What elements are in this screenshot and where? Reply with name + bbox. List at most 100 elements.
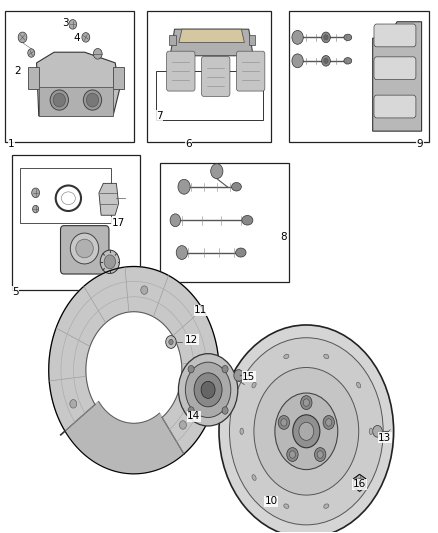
Circle shape xyxy=(170,214,180,227)
Circle shape xyxy=(100,250,120,273)
Circle shape xyxy=(188,407,194,414)
Circle shape xyxy=(303,399,309,406)
Bar xyxy=(170,35,176,45)
Text: 4: 4 xyxy=(74,33,81,43)
Circle shape xyxy=(32,205,39,213)
Ellipse shape xyxy=(61,192,75,205)
FancyBboxPatch shape xyxy=(374,95,416,118)
Ellipse shape xyxy=(344,34,352,41)
Circle shape xyxy=(180,421,187,429)
Circle shape xyxy=(169,340,173,345)
Circle shape xyxy=(18,32,27,43)
Text: 1: 1 xyxy=(8,139,15,149)
Circle shape xyxy=(188,366,194,373)
Ellipse shape xyxy=(242,215,253,225)
Circle shape xyxy=(178,354,238,426)
Circle shape xyxy=(230,338,383,525)
Ellipse shape xyxy=(321,32,330,43)
Ellipse shape xyxy=(324,35,328,40)
Circle shape xyxy=(275,393,338,470)
Bar xyxy=(289,11,428,142)
Circle shape xyxy=(290,451,296,458)
Polygon shape xyxy=(170,29,253,56)
Polygon shape xyxy=(373,22,422,131)
Ellipse shape xyxy=(324,504,329,508)
Polygon shape xyxy=(65,401,184,474)
Circle shape xyxy=(69,20,77,29)
Circle shape xyxy=(222,407,228,414)
Ellipse shape xyxy=(284,354,289,359)
Polygon shape xyxy=(37,52,120,116)
Text: 6: 6 xyxy=(185,139,192,149)
Circle shape xyxy=(356,479,363,487)
FancyBboxPatch shape xyxy=(60,225,109,274)
Ellipse shape xyxy=(232,182,241,191)
Circle shape xyxy=(300,395,312,409)
Bar xyxy=(5,11,134,142)
Text: 5: 5 xyxy=(12,287,18,297)
Text: 7: 7 xyxy=(156,110,162,120)
Ellipse shape xyxy=(324,354,329,359)
Bar xyxy=(249,35,255,45)
Polygon shape xyxy=(179,29,244,43)
Circle shape xyxy=(32,188,39,198)
Ellipse shape xyxy=(344,58,352,64)
Circle shape xyxy=(28,49,35,57)
Circle shape xyxy=(82,33,90,42)
Ellipse shape xyxy=(56,185,81,211)
Text: 8: 8 xyxy=(280,232,286,242)
Circle shape xyxy=(201,381,215,398)
Text: 3: 3 xyxy=(62,18,69,28)
Circle shape xyxy=(211,164,223,179)
FancyBboxPatch shape xyxy=(166,51,195,91)
Ellipse shape xyxy=(50,90,68,110)
Circle shape xyxy=(326,419,332,426)
Bar xyxy=(147,11,272,142)
Circle shape xyxy=(281,419,287,426)
Text: 11: 11 xyxy=(194,305,207,315)
Circle shape xyxy=(254,368,359,495)
Polygon shape xyxy=(49,266,219,454)
Circle shape xyxy=(219,325,394,533)
Text: 13: 13 xyxy=(378,433,392,443)
Circle shape xyxy=(292,30,303,44)
Circle shape xyxy=(93,49,102,59)
Circle shape xyxy=(166,336,176,349)
Circle shape xyxy=(104,255,116,269)
Ellipse shape xyxy=(71,233,99,264)
Circle shape xyxy=(178,179,190,194)
Ellipse shape xyxy=(240,428,244,434)
Circle shape xyxy=(234,369,244,381)
FancyBboxPatch shape xyxy=(237,51,265,91)
Circle shape xyxy=(293,415,320,448)
Circle shape xyxy=(317,451,323,458)
Text: 17: 17 xyxy=(112,218,125,228)
Ellipse shape xyxy=(321,55,330,66)
Text: 15: 15 xyxy=(242,372,255,382)
Circle shape xyxy=(299,422,314,440)
Bar xyxy=(160,163,289,282)
Ellipse shape xyxy=(369,428,373,434)
Circle shape xyxy=(314,448,326,462)
Circle shape xyxy=(292,54,303,68)
Ellipse shape xyxy=(83,90,102,110)
Circle shape xyxy=(141,286,148,294)
Ellipse shape xyxy=(357,382,360,388)
Circle shape xyxy=(373,425,382,437)
Text: 14: 14 xyxy=(187,411,200,422)
FancyBboxPatch shape xyxy=(374,24,416,47)
Text: 10: 10 xyxy=(265,496,278,506)
Ellipse shape xyxy=(357,475,360,480)
Text: 12: 12 xyxy=(185,335,198,345)
Ellipse shape xyxy=(236,248,246,257)
Ellipse shape xyxy=(53,93,65,107)
FancyBboxPatch shape xyxy=(374,57,416,79)
Circle shape xyxy=(287,448,298,462)
FancyBboxPatch shape xyxy=(201,56,230,96)
Ellipse shape xyxy=(86,93,99,107)
Bar xyxy=(20,168,110,223)
Circle shape xyxy=(222,366,228,373)
Ellipse shape xyxy=(76,239,93,258)
Bar xyxy=(28,67,39,90)
Polygon shape xyxy=(353,474,366,491)
